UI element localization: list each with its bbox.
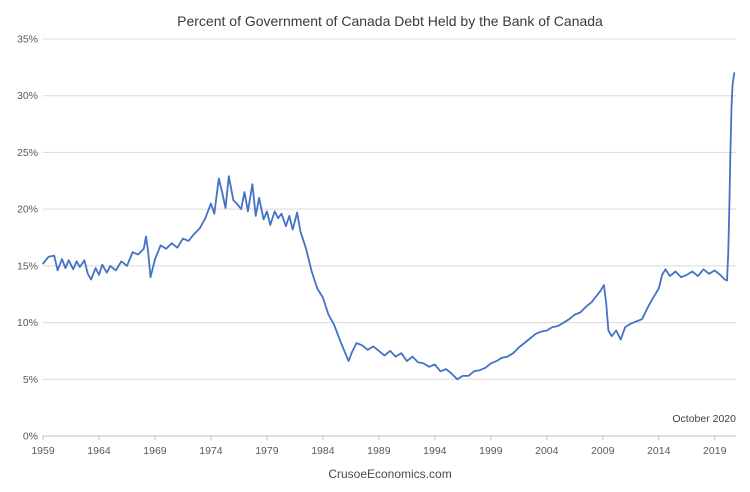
x-tick-label: 1989 (367, 445, 391, 457)
y-tick-label: 5% (23, 374, 38, 386)
x-tick-label: 1959 (31, 445, 55, 457)
x-axis-tick-labels: 1959 1964 1969 1974 1979 1984 1989 1994 1999 2004… (31, 436, 727, 457)
x-tick-label: 2019 (703, 445, 727, 457)
source-credit: CrusoeEconomics.com (328, 467, 451, 481)
y-tick-label: 10% (17, 317, 38, 329)
x-tick-label: 2009 (591, 445, 615, 457)
grid-lines (43, 38, 736, 437)
x-tick-label: 1984 (311, 445, 335, 457)
x-tick-label: 1974 (199, 445, 223, 457)
y-tick-label: 0% (23, 431, 38, 443)
chart-title: Percent of Government of Canada Debt Hel… (177, 13, 603, 29)
x-tick-label: 1994 (423, 445, 447, 457)
x-tick-label: 1969 (143, 445, 167, 457)
series-layer (42, 72, 736, 381)
series-line (42, 72, 736, 381)
x-tick-label: 1979 (255, 445, 279, 457)
y-tick-label: 15% (17, 260, 38, 272)
y-tick-label: 35% (17, 34, 38, 46)
x-tick-label: 2014 (647, 445, 671, 457)
x-tick-label: 1999 (479, 445, 503, 457)
y-tick-label: 30% (17, 90, 38, 102)
y-tick-label: 20% (17, 204, 38, 216)
date-annotation: October 2020 (672, 413, 736, 425)
y-axis-tick-labels: 0% 5% 10% 15% 20% 25% 30% 35% (17, 34, 38, 443)
x-tick-label: 2004 (535, 445, 559, 457)
x-tick-label: 1964 (87, 445, 111, 457)
y-tick-label: 25% (17, 147, 38, 159)
